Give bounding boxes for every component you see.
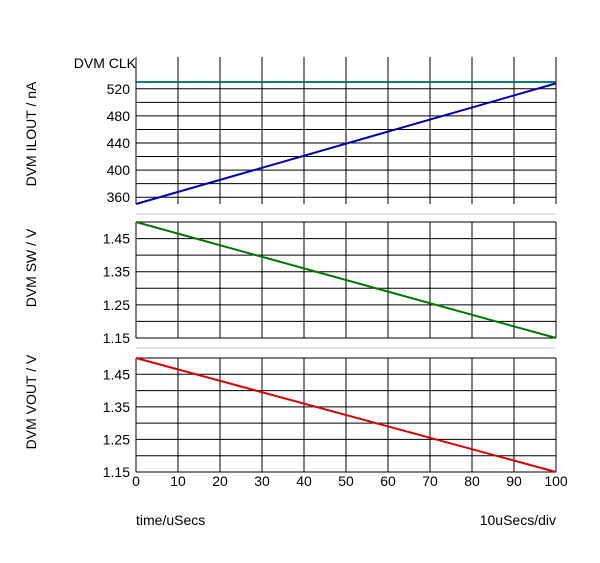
x-tick-label: 0 [132, 473, 140, 489]
y-tick-label: 520 [107, 81, 131, 97]
sw-series-line [135, 221, 557, 339]
y-tick-label: 1.25 [103, 297, 130, 313]
y-tick-label: 1.25 [103, 431, 130, 447]
ilout-series-line [135, 82, 557, 205]
x-tick-label: 40 [296, 473, 312, 489]
x-tick-label: 20 [212, 473, 228, 489]
y-tick-label: 360 [107, 189, 131, 205]
scale-label: 10uSecs/div [480, 512, 556, 528]
ilout-y-axis-title: DVM ILOUT / nA [23, 81, 39, 186]
y-tick-label: 480 [107, 108, 131, 124]
x-tick-label: 80 [464, 473, 480, 489]
y-tick-label: 1.35 [103, 264, 130, 280]
y-tick-label: 1.45 [103, 366, 130, 382]
y-tick-label: 1.35 [103, 399, 130, 415]
vout-series-line [135, 357, 557, 473]
x-tick-label: 90 [506, 473, 522, 489]
x-tick-label: 30 [254, 473, 270, 489]
x-tick-label: 70 [422, 473, 438, 489]
vout-y-axis-title: DVM VOUT / V [23, 354, 39, 449]
x-tick-label: 50 [338, 473, 354, 489]
x-tick-label: 100 [544, 473, 568, 489]
y-tick-label: 400 [107, 162, 131, 178]
y-tick-label: 1.15 [103, 464, 130, 480]
x-tick-label: 10 [170, 473, 186, 489]
x-axis-label: time/uSecs [136, 512, 205, 528]
x-tick-label: 60 [380, 473, 396, 489]
y-tick-label: 440 [107, 135, 131, 151]
sw-y-axis-title: DVM SW / V [23, 228, 39, 307]
clk-panel-title: DVM CLK [74, 55, 137, 71]
y-tick-label: 1.45 [103, 231, 130, 247]
y-tick-label: 1.15 [103, 330, 130, 346]
